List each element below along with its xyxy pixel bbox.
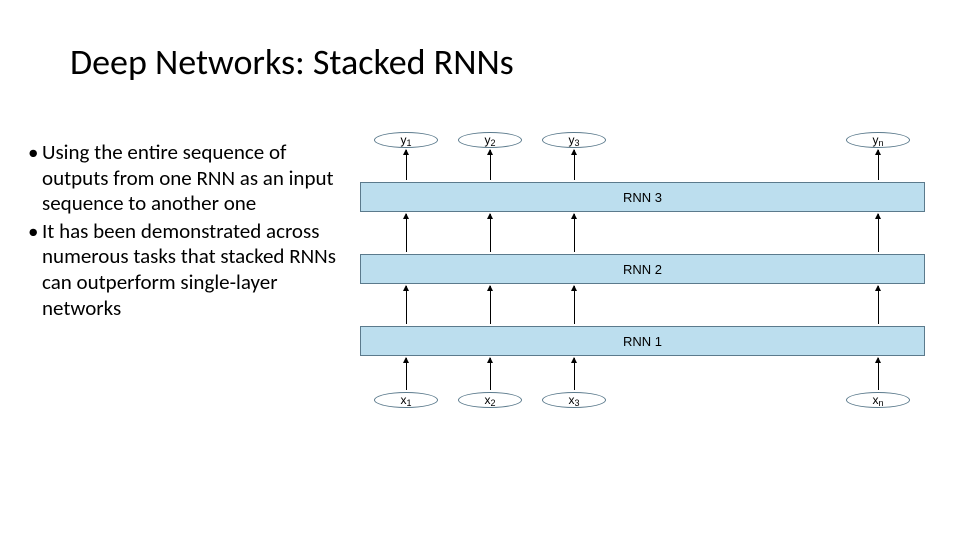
arrow-up-icon bbox=[490, 150, 491, 180]
rnn-layer-box: RNN 1 bbox=[360, 326, 925, 356]
arrow-up-icon bbox=[490, 286, 491, 324]
arrow-up-icon bbox=[406, 214, 407, 252]
arrow-up-icon bbox=[574, 150, 575, 180]
arrow-up-icon bbox=[406, 286, 407, 324]
bullet-item: • It has been demonstrated across numero… bbox=[28, 219, 338, 321]
output-node: yn bbox=[846, 132, 910, 148]
output-node: y2 bbox=[458, 132, 522, 148]
rnn-layer-box: RNN 2 bbox=[360, 254, 925, 284]
arrow-up-icon bbox=[406, 358, 407, 390]
rnn-layer-box: RNN 3 bbox=[360, 182, 925, 212]
bullet-dot-icon: • bbox=[28, 219, 42, 321]
arrow-up-icon bbox=[878, 214, 879, 252]
slide-title: Deep Networks: Stacked RNNs bbox=[70, 40, 514, 84]
input-node: x2 bbox=[458, 392, 522, 408]
arrow-up-icon bbox=[878, 358, 879, 390]
arrow-up-icon bbox=[878, 286, 879, 324]
arrow-up-icon bbox=[878, 150, 879, 180]
arrow-up-icon bbox=[490, 358, 491, 390]
arrow-up-icon bbox=[574, 286, 575, 324]
input-node: xn bbox=[846, 392, 910, 408]
arrow-up-icon bbox=[574, 214, 575, 252]
bullet-dot-icon: • bbox=[28, 140, 42, 217]
input-node: x1 bbox=[374, 392, 438, 408]
stacked-rnn-diagram: RNN 3 RNN 2 RNN 1 y1 y2 y3 yn x1 x2 x3 xn bbox=[350, 132, 930, 432]
arrow-up-icon bbox=[574, 358, 575, 390]
bullet-text: It has been demonstrated across numerous… bbox=[42, 219, 338, 321]
output-node: y1 bbox=[374, 132, 438, 148]
bullet-list: • Using the entire sequence of outputs f… bbox=[28, 140, 338, 323]
bullet-text: Using the entire sequence of outputs fro… bbox=[42, 140, 338, 217]
bullet-item: • Using the entire sequence of outputs f… bbox=[28, 140, 338, 217]
input-node: x3 bbox=[542, 392, 606, 408]
output-node: y3 bbox=[542, 132, 606, 148]
arrow-up-icon bbox=[490, 214, 491, 252]
arrow-up-icon bbox=[406, 150, 407, 180]
